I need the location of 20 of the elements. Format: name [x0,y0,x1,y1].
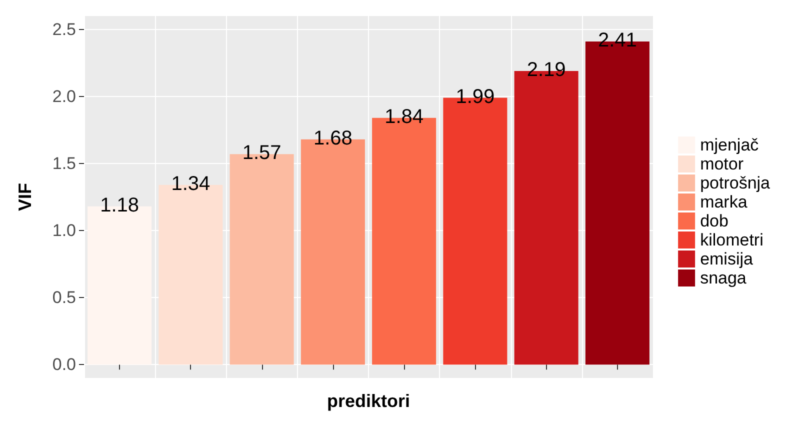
legend-label: kilometri [700,230,764,250]
legend-label: motor [700,154,744,174]
legend-label: mjenjač [700,136,760,154]
data-label: 1.57 [242,142,282,164]
y-tick-label: 0.0 [52,355,76,374]
legend-label: potrošnja [700,174,771,192]
data-label: 1.18 [100,194,140,216]
y-axis-title: VIF [15,182,35,212]
legend-label: marka [700,192,748,212]
y-tick-label: 0.5 [52,288,76,308]
legend-label: emisija [700,250,754,268]
y-tick-label: 2.5 [52,20,76,39]
data-label: 1.34 [171,172,210,195]
y-tick-label: 1.0 [52,221,76,240]
data-label: 1.68 [313,127,352,150]
y-tick-label: 2.0 [52,86,76,106]
x-axis-title: prediktori [326,391,410,411]
legend-label: snaga [700,268,747,288]
y-tick-label: 1.5 [52,154,76,173]
legend-label: dob [700,212,728,230]
